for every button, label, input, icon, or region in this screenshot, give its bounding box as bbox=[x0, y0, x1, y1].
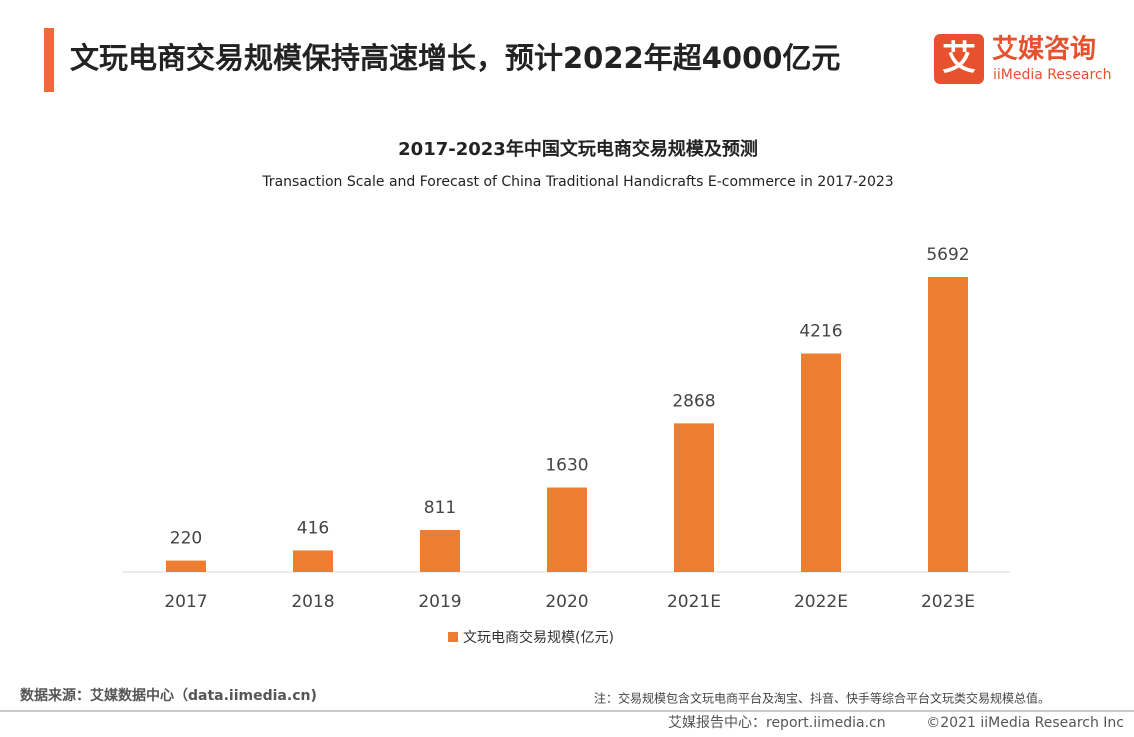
value-label: 416 bbox=[297, 518, 329, 538]
chart-subtitle: Transaction Scale and Forecast of China … bbox=[261, 174, 893, 190]
value-label: 811 bbox=[424, 498, 456, 518]
bar bbox=[547, 487, 587, 572]
logo-box bbox=[934, 34, 984, 84]
x-tick-label: 2022E bbox=[794, 592, 848, 612]
report: 艾媒报告中心：report.iimedia.cn bbox=[668, 715, 886, 731]
bar bbox=[166, 560, 206, 572]
value-label: 220 bbox=[170, 529, 202, 549]
bar bbox=[420, 529, 460, 572]
title-accent bbox=[44, 28, 54, 92]
bar bbox=[801, 353, 841, 572]
value-label: 2868 bbox=[672, 391, 715, 411]
legend-swatch bbox=[448, 632, 458, 642]
value-label: 5692 bbox=[926, 245, 969, 265]
chart-title: 2017-2023年中国文玩电商交易规模及预测 bbox=[398, 138, 758, 160]
x-tick-label: 2020 bbox=[545, 592, 588, 612]
value-label: 4216 bbox=[799, 321, 842, 341]
note: 注：交易规模包含文玩电商平台及淘宝、抖音、快手等综合平台文玩类交易规模总值。 bbox=[594, 691, 1050, 706]
value-label: 1630 bbox=[545, 456, 588, 476]
logo-mark: 艾 bbox=[942, 39, 976, 79]
copyright: ©2021 iiMedia Research Inc bbox=[926, 715, 1124, 731]
page-title: 文玩电商交易规模保持高速增长，预计2022年超4000亿元 bbox=[70, 41, 840, 75]
logo-cn: 艾媒咨询 bbox=[992, 34, 1096, 65]
x-tick-label: 2018 bbox=[291, 592, 334, 612]
bar bbox=[293, 550, 333, 572]
bar bbox=[674, 423, 714, 572]
x-tick-label: 2021E bbox=[667, 592, 721, 612]
source: 数据来源：艾媒数据中心（data.iimedia.cn) bbox=[20, 687, 317, 704]
bar bbox=[928, 277, 968, 572]
legend-label: 文玩电商交易规模(亿元) bbox=[463, 629, 614, 646]
logo-en: iiMedia Research bbox=[993, 67, 1112, 83]
x-tick-label: 2017 bbox=[164, 592, 207, 612]
x-tick-label: 2019 bbox=[418, 592, 461, 612]
x-tick-label: 2023E bbox=[921, 592, 975, 612]
